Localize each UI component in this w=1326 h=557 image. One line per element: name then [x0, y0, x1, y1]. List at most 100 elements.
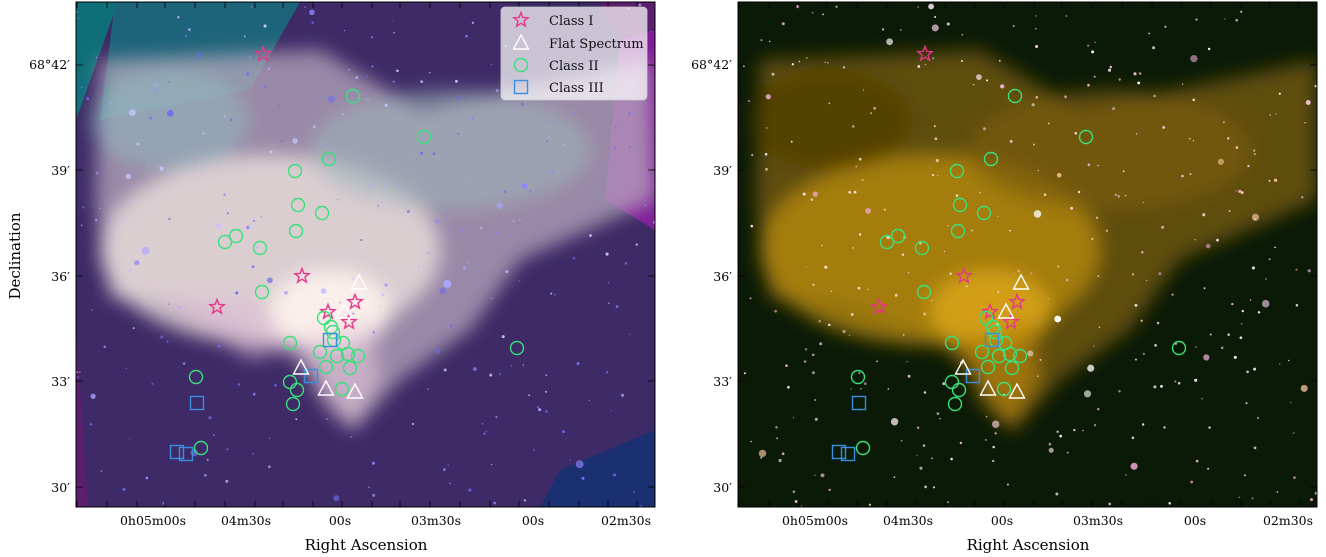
background-star — [532, 158, 535, 162]
background-star — [1241, 309, 1244, 313]
background-star — [166, 340, 169, 343]
background-star — [1195, 346, 1197, 348]
background-star — [633, 491, 635, 494]
background-star — [1268, 258, 1271, 261]
background-star — [985, 79, 989, 82]
background-star — [237, 383, 241, 386]
background-star — [573, 112, 576, 114]
background-star — [505, 270, 509, 274]
background-star — [1056, 172, 1062, 178]
background-star — [1057, 265, 1060, 268]
class-ii-circle-marker — [318, 359, 334, 375]
background-star — [1252, 149, 1256, 152]
left-y-tick-label: 39′ — [51, 163, 70, 178]
left-x-tick-labels: 0h05m00s 04m30s 00s 03m30s 00s 02m30s — [120, 513, 651, 528]
background-star — [334, 89, 337, 91]
background-star — [246, 72, 250, 76]
background-star — [1240, 10, 1243, 13]
background-star — [1253, 217, 1257, 221]
background-star — [521, 183, 528, 189]
background-star — [842, 329, 846, 334]
background-star — [1118, 78, 1121, 81]
background-star — [820, 473, 825, 478]
left-x-tick-label: 02m30s — [601, 513, 651, 528]
background-star — [372, 331, 375, 334]
background-star — [1033, 143, 1035, 146]
background-star — [1238, 496, 1240, 498]
background-star — [1257, 311, 1261, 314]
background-star — [997, 215, 999, 218]
class-ii-circle-marker — [312, 344, 328, 360]
background-star — [805, 266, 808, 268]
background-star — [1314, 491, 1317, 495]
background-star — [1059, 434, 1063, 438]
background-star — [785, 364, 788, 367]
background-star — [155, 88, 158, 91]
flat-spectrum-triangle-marker — [979, 379, 997, 396]
background-star — [485, 430, 488, 433]
background-star — [850, 388, 852, 390]
background-star — [109, 102, 113, 105]
background-star — [1208, 426, 1211, 429]
background-star — [1073, 428, 1076, 432]
background-star — [1141, 423, 1145, 426]
background-star — [934, 137, 938, 141]
class-ii-circle-marker — [947, 396, 963, 412]
background-star — [544, 390, 547, 393]
left-y-axis-label: Declination — [6, 212, 24, 299]
background-star — [1117, 194, 1121, 198]
class-ii-circle-marker — [282, 335, 298, 351]
class-ii-circle-marker — [314, 205, 330, 221]
class-ii-circle-marker — [228, 228, 244, 244]
background-star — [842, 66, 846, 69]
background-star — [1253, 367, 1257, 371]
background-star — [341, 113, 344, 116]
background-star — [748, 100, 751, 103]
background-star — [613, 146, 616, 149]
class-ii-circle-marker — [316, 310, 332, 326]
background-star — [1207, 467, 1210, 470]
background-star — [80, 224, 83, 226]
background-star — [1202, 213, 1206, 217]
background-star — [857, 286, 861, 290]
background-star — [955, 194, 959, 198]
background-star — [1278, 92, 1281, 95]
left-yso-markers — [169, 44, 525, 462]
background-star — [197, 164, 201, 167]
background-star — [217, 344, 221, 348]
left-y-tick-label: 33′ — [51, 374, 70, 389]
background-star — [624, 261, 628, 265]
background-star — [493, 501, 497, 505]
background-star — [942, 382, 946, 386]
flat-spectrum-triangle-marker — [1008, 382, 1026, 399]
background-star — [206, 458, 209, 461]
background-star — [1247, 164, 1250, 168]
class-ii-circle-marker — [509, 340, 525, 356]
background-star — [827, 62, 829, 64]
background-star — [251, 6, 253, 8]
background-star — [159, 166, 164, 171]
background-star — [333, 495, 340, 502]
class-ii-circle-marker — [1007, 88, 1023, 104]
background-star — [186, 67, 188, 69]
background-star — [931, 173, 935, 177]
background-star — [814, 474, 816, 476]
background-star — [1130, 462, 1138, 470]
class-iii-square-marker — [513, 79, 529, 95]
background-star — [468, 488, 472, 492]
background-star — [412, 157, 415, 160]
background-star — [95, 171, 99, 175]
background-star — [992, 459, 995, 463]
right-x-tick-label: 04m30s — [883, 513, 933, 528]
background-star — [1192, 98, 1196, 102]
background-star — [607, 282, 610, 284]
background-star — [946, 22, 950, 26]
background-star — [605, 252, 609, 256]
class-ii-circle-marker — [416, 129, 432, 145]
background-star — [923, 391, 927, 394]
background-star — [806, 57, 808, 59]
background-star — [432, 118, 435, 120]
background-star — [204, 473, 207, 477]
background-star — [1140, 319, 1143, 322]
background-star — [1203, 287, 1206, 290]
